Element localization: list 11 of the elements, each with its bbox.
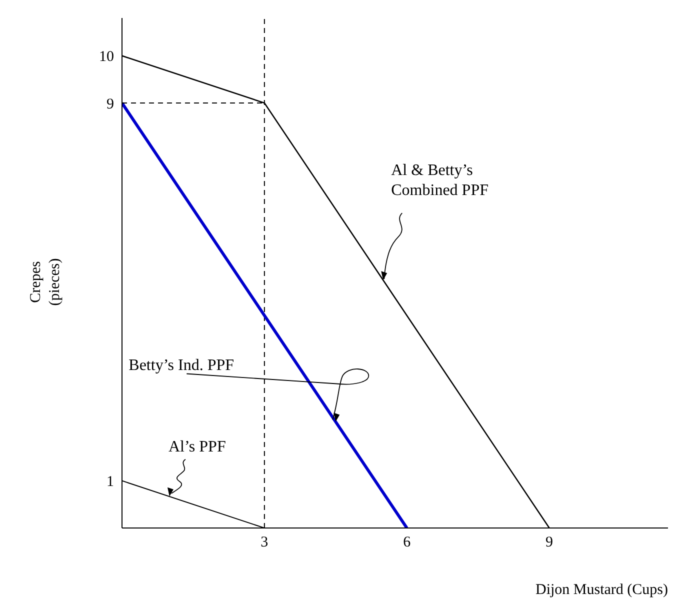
annotation: Al’s PPF xyxy=(168,438,226,456)
annotation: Al & Betty’s Combined PPF xyxy=(391,162,489,200)
y-tick-label: 1 xyxy=(106,474,114,490)
y-tick-label: 10 xyxy=(99,49,114,66)
x-tick-label: 9 xyxy=(546,534,554,551)
y-tick-label: 9 xyxy=(106,96,114,112)
x-axis-title: Dijon Mustard (Cups) xyxy=(536,582,668,599)
x-tick-label: 3 xyxy=(260,534,268,551)
y-axis-title: Crepes (pieces) xyxy=(27,257,64,308)
x-tick-label: 6 xyxy=(403,534,412,551)
annotation: Betty’s Ind. PPF xyxy=(128,356,234,374)
